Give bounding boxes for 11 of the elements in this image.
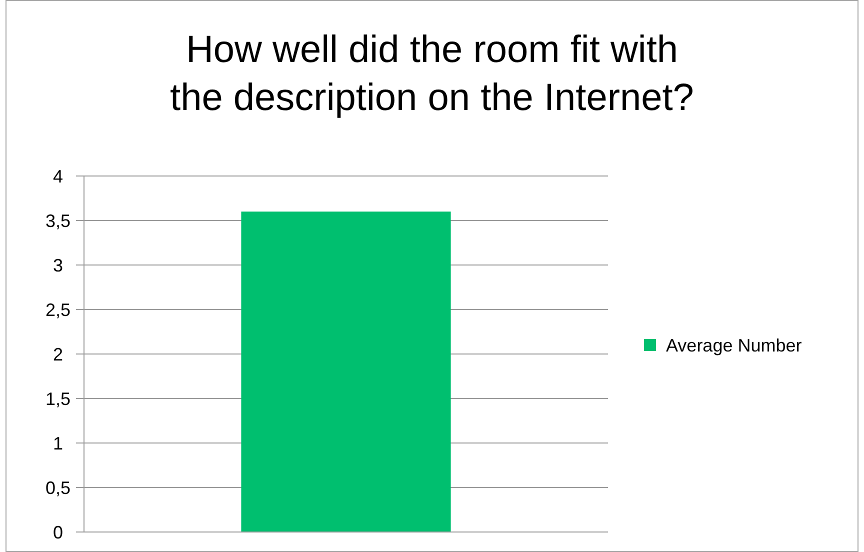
y-tick-label: 1: [52, 433, 64, 454]
y-tick-label: 3: [52, 255, 64, 276]
y-tick-label: 0: [52, 522, 64, 542]
y-tick-label: 1,5: [45, 388, 71, 409]
chart-title: How well did the room fit with the description on the Internet?: [170, 29, 694, 119]
legend-label: Average Number: [666, 335, 802, 356]
y-tick-label: 3,5: [45, 210, 71, 231]
y-tick-label: 2: [52, 344, 64, 364]
y-tick-label: 2,5: [45, 300, 71, 320]
y-tick-label: 4: [52, 166, 64, 186]
y-tick-label: 0,5: [45, 478, 71, 498]
